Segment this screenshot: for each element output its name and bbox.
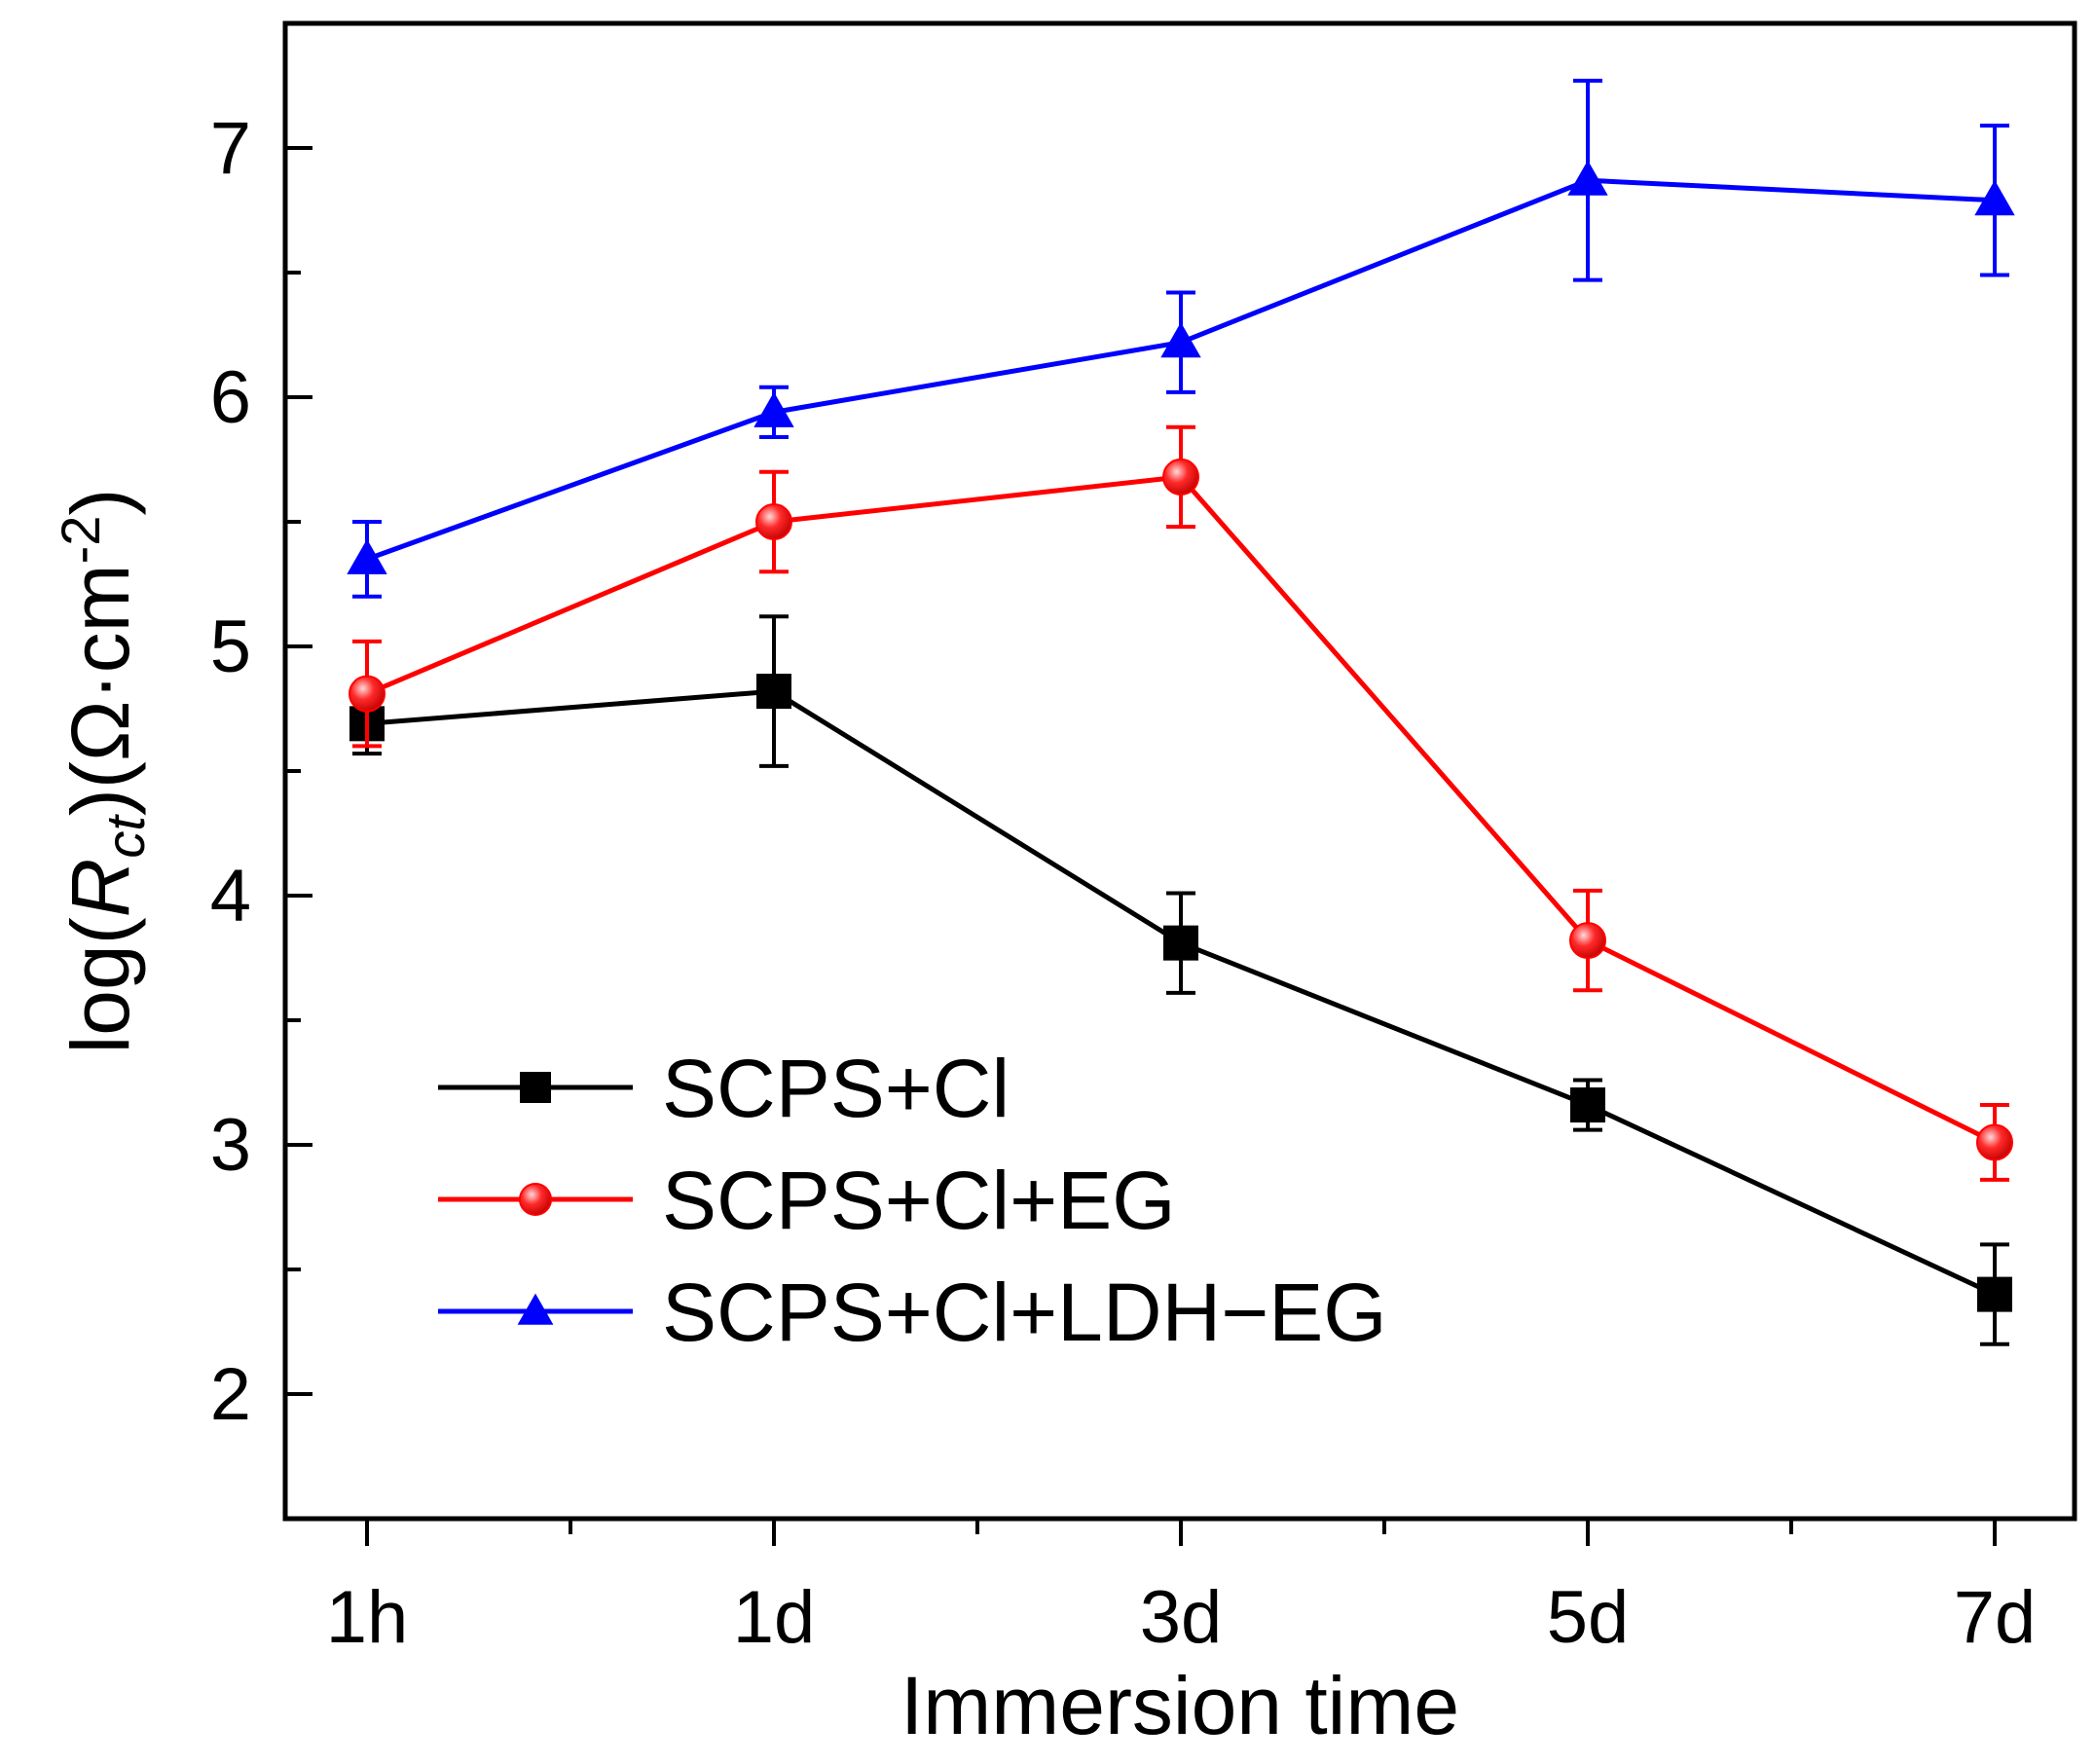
legend-label: SCPS+Cl+EG xyxy=(662,1155,1176,1246)
legend-item: SCPS+Cl+EG xyxy=(438,1155,1176,1246)
y-axis-title-superscript: -2 xyxy=(50,516,111,565)
x-tick-label: 5d xyxy=(1547,1576,1630,1659)
y-tick-label: 4 xyxy=(210,855,251,937)
data-point-square xyxy=(1570,1087,1605,1123)
data-point-circle xyxy=(349,675,386,713)
data-point-circle xyxy=(1162,458,1199,496)
data-point-square xyxy=(1977,1276,2012,1312)
y-axis-title-subscript: ct xyxy=(94,814,156,859)
x-tick-label: 7d xyxy=(1954,1576,2037,1659)
y-axis-title-symbol: R xyxy=(55,859,146,918)
series-group xyxy=(349,424,2013,1182)
data-point-square xyxy=(520,1072,551,1103)
data-point-circle xyxy=(1976,1123,2013,1161)
legend-label: SCPS+Cl+LDH−EG xyxy=(662,1267,1387,1358)
y-axis-title-middle: )(Ω·cm xyxy=(55,564,146,816)
data-point-square xyxy=(1163,925,1198,961)
data-point-circle xyxy=(755,503,792,540)
series-group xyxy=(349,614,2012,1346)
legend-item: SCPS+Cl xyxy=(438,1043,1010,1134)
y-tick-label: 6 xyxy=(210,356,251,439)
legend-item: SCPS+Cl+LDH−EG xyxy=(438,1267,1387,1358)
data-point-triangle xyxy=(1974,180,2015,216)
y-tick-label: 2 xyxy=(210,1353,251,1436)
series-line xyxy=(366,474,1997,1145)
y-axis-title-suffix: ) xyxy=(55,489,146,516)
legend-label: SCPS+Cl xyxy=(662,1043,1010,1134)
data-point-triangle xyxy=(753,391,794,427)
x-tick-label: 1h xyxy=(326,1576,409,1659)
data-point-triangle xyxy=(347,538,387,574)
legend: SCPS+Cl SCPS+Cl+EG SCPS+Cl+LDH−EG xyxy=(438,1043,1387,1358)
data-point-square xyxy=(756,674,791,710)
y-tick-label: 3 xyxy=(210,1104,251,1187)
y-tick-label: 5 xyxy=(210,606,251,688)
data-point-circle xyxy=(1569,922,1606,960)
x-tick-label: 1d xyxy=(733,1576,816,1659)
y-tick-label: 7 xyxy=(210,107,251,190)
series-group xyxy=(347,78,2015,599)
y-axis-title: log(Rct)(Ω·cm-2) xyxy=(50,489,156,1054)
data-point-triangle xyxy=(517,1293,554,1325)
data-point-triangle xyxy=(1567,160,1608,196)
y-axis-title-prefix: log( xyxy=(55,917,146,1053)
series-layer xyxy=(347,78,2015,1346)
axes: 2 3 4 5 6 7 1h 1d 3d 5d 7d xyxy=(210,21,2037,1659)
data-point-triangle xyxy=(1160,321,1201,358)
data-point-circle xyxy=(519,1183,552,1216)
x-axis-title: Immersion time xyxy=(900,1660,1459,1751)
x-tick-label: 3d xyxy=(1140,1576,1223,1659)
